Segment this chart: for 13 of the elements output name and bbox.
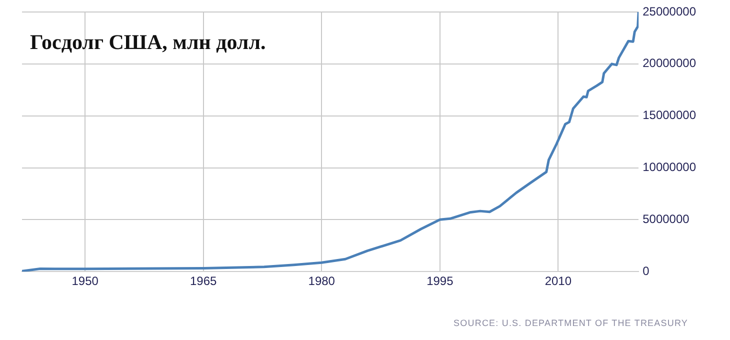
y-tick-label: 15000000 <box>642 108 696 122</box>
y-tick-label: 5000000 <box>642 212 690 226</box>
x-tick-label: 1950 <box>72 274 99 288</box>
x-tick-label: 1980 <box>308 274 336 288</box>
source-note: SOURCE: U.S. DEPARTMENT OF THE TREASURY <box>454 318 688 328</box>
y-tick-label: 20000000 <box>642 56 696 70</box>
y-tick-label: 25000000 <box>642 4 696 18</box>
y-tick-label: 0 <box>642 264 650 278</box>
x-tick-label: 1965 <box>190 274 218 288</box>
x-tick-label: 2010 <box>544 274 572 288</box>
x-tick-label: 1995 <box>426 274 454 288</box>
y-tick-label: 10000000 <box>642 160 696 174</box>
text: Госдолг США, млн долл. <box>30 30 266 55</box>
